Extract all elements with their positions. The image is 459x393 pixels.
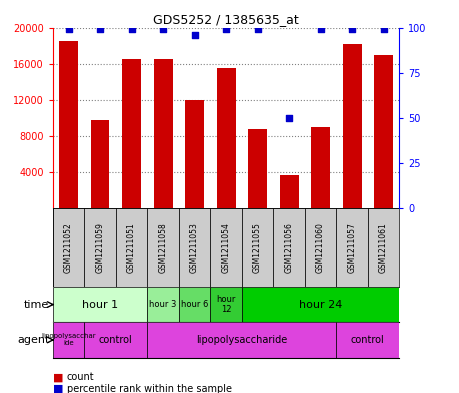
Point (128, 26, 135, 33)
Point (96, 26, 104, 33)
Bar (185, 100, 204, 208)
Text: time: time (24, 299, 49, 310)
Text: GSM1211056: GSM1211056 (285, 222, 294, 273)
Text: GSM1211060: GSM1211060 (316, 222, 325, 273)
Bar (179, 208, 210, 287)
Point (317, 26, 324, 33)
Bar (116, 208, 147, 287)
Point (191, 31, 198, 38)
Bar (147, 322, 336, 358)
Text: GSM1211059: GSM1211059 (95, 222, 105, 273)
Bar (84, 322, 147, 358)
Bar (305, 208, 336, 287)
Bar (242, 208, 273, 287)
Text: control: control (99, 335, 133, 345)
Point (159, 26, 167, 33)
Point (223, 26, 230, 33)
Bar (248, 129, 267, 208)
Bar (374, 55, 393, 208)
Text: GSM1211055: GSM1211055 (253, 222, 262, 273)
Point (380, 26, 387, 33)
Bar (217, 68, 235, 208)
Bar (273, 208, 305, 287)
Text: GSM1211054: GSM1211054 (222, 222, 230, 273)
Text: hour 6: hour 6 (181, 300, 208, 309)
Text: GSM1211058: GSM1211058 (158, 222, 168, 273)
Bar (336, 208, 368, 287)
Bar (53, 208, 84, 287)
Bar (122, 59, 141, 208)
Text: lipopolysaccharide: lipopolysaccharide (196, 335, 287, 345)
Text: GSM1211061: GSM1211061 (379, 222, 388, 273)
Point (65, 26, 72, 33)
Bar (59, 41, 78, 208)
Point (348, 26, 356, 33)
Bar (179, 287, 210, 322)
Text: ■: ■ (53, 384, 63, 393)
Bar (84, 208, 116, 287)
Bar (368, 208, 399, 287)
Text: ■: ■ (53, 372, 63, 382)
Text: GSM1211057: GSM1211057 (347, 222, 357, 273)
Text: GSM1211053: GSM1211053 (190, 222, 199, 273)
Text: hour 1: hour 1 (82, 299, 118, 310)
Bar (154, 59, 173, 208)
Text: agent: agent (17, 335, 49, 345)
Point (254, 26, 261, 33)
Text: GSM1211051: GSM1211051 (127, 222, 136, 273)
Bar (342, 44, 362, 208)
Text: hour 3: hour 3 (149, 300, 177, 309)
Bar (210, 287, 242, 322)
Bar (336, 322, 399, 358)
Bar (53, 287, 147, 322)
Bar (147, 287, 179, 322)
Text: GSM1211052: GSM1211052 (64, 222, 73, 273)
Text: count: count (67, 372, 94, 382)
Text: control: control (351, 335, 385, 345)
Bar (53, 322, 84, 358)
Bar (311, 127, 330, 208)
Title: GDS5252 / 1385635_at: GDS5252 / 1385635_at (153, 13, 299, 26)
Bar (280, 175, 298, 208)
Text: hour 24: hour 24 (299, 299, 342, 310)
Text: hour
12: hour 12 (216, 295, 236, 314)
Bar (242, 287, 399, 322)
Bar (210, 208, 242, 287)
Point (285, 115, 293, 121)
Bar (147, 208, 179, 287)
Text: lipopolysacchar
ide: lipopolysacchar ide (41, 333, 96, 347)
Bar (90, 120, 110, 208)
Text: percentile rank within the sample: percentile rank within the sample (67, 384, 231, 393)
